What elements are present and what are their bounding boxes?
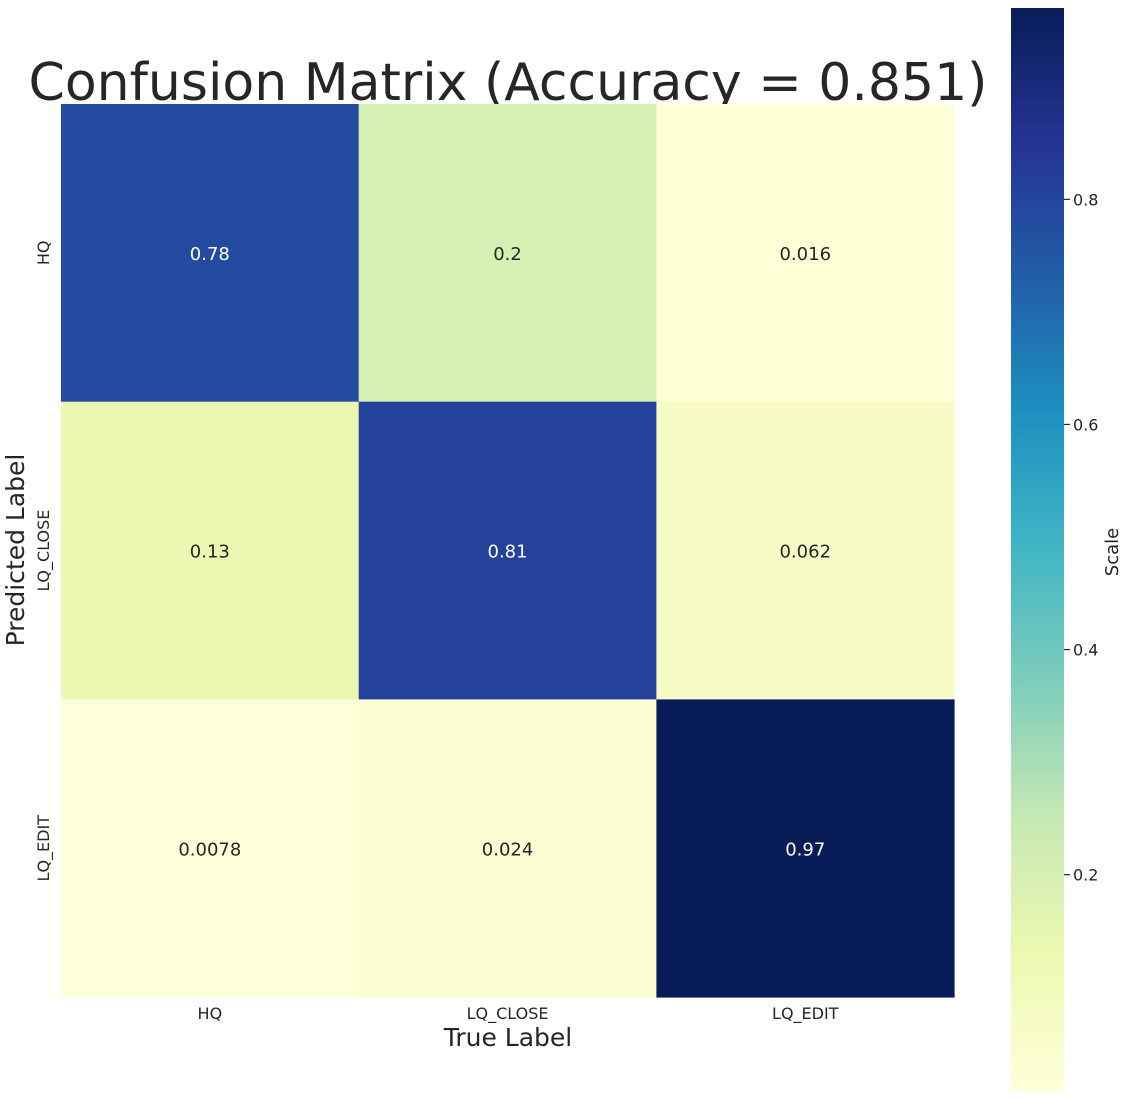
colorbar-tick-label: 0.2: [1073, 866, 1098, 885]
heatmap-cell-labels: 0.78 0.2 0.016 0.13 0.81 0.062 0.0078 0.024 0.97: [178, 244, 831, 860]
heatmap-cell-hq-lq-edit: [656, 104, 955, 403]
cell-value-label: 0.81: [488, 542, 528, 563]
heatmap-cells: [61, 104, 955, 998]
y-axis-ticks: HQ LQ_CLOSE LQ_EDIT: [34, 241, 54, 882]
colorbar-tick-label: 0.8: [1073, 190, 1098, 209]
x-tick-label-hq: HQ: [198, 1004, 223, 1023]
x-tick-label-lq-edit: LQ_EDIT: [772, 1004, 839, 1024]
chart-title: Confusion Matrix (Accuracy = 0.851): [29, 53, 988, 113]
x-tick-label-lq-close: LQ_CLOSE: [467, 1004, 549, 1024]
cell-value-label: 0.2: [493, 244, 522, 265]
x-axis-label: True Label: [443, 1023, 573, 1052]
heatmap-cell-lq-close-lq-edit: [656, 401, 955, 700]
y-tick-label-lq-edit: LQ_EDIT: [34, 815, 54, 882]
cell-value-label: 0.13: [190, 542, 230, 563]
colorbar: [1011, 8, 1064, 1091]
cell-value-label: 0.024: [482, 839, 534, 860]
heatmap-cell-hq-lq-close: [358, 104, 657, 403]
heatmap-cell-lq-close-lq-close: [358, 401, 657, 700]
heatmap-cell-lq-edit-lq-close: [358, 699, 657, 998]
colorbar-label: Scale: [1102, 528, 1123, 576]
x-axis-ticks: HQ LQ_CLOSE LQ_EDIT: [198, 1004, 839, 1024]
heatmap-cell-lq-edit-hq: [61, 699, 360, 998]
y-tick-label-hq: HQ: [34, 241, 53, 266]
y-tick-label-lq-close: LQ_CLOSE: [34, 510, 54, 592]
heatmap-cell-hq-hq: [61, 104, 360, 403]
y-axis-label: Predicted Label: [1, 454, 30, 647]
colorbar-tick-label: 0.4: [1073, 641, 1098, 660]
cell-value-label: 0.016: [779, 244, 831, 265]
heatmap-cell-lq-close-hq: [61, 401, 360, 700]
heatmap-cell-lq-edit-lq-edit: [656, 699, 955, 998]
colorbar-ticks: 0.2 0.4 0.6 0.8: [1064, 190, 1098, 885]
cell-value-label: 0.062: [779, 542, 831, 563]
cell-value-label: 0.78: [190, 244, 230, 265]
cell-value-label: 0.97: [785, 839, 825, 860]
colorbar-tick-label: 0.6: [1073, 415, 1098, 434]
cell-value-label: 0.0078: [178, 839, 241, 860]
